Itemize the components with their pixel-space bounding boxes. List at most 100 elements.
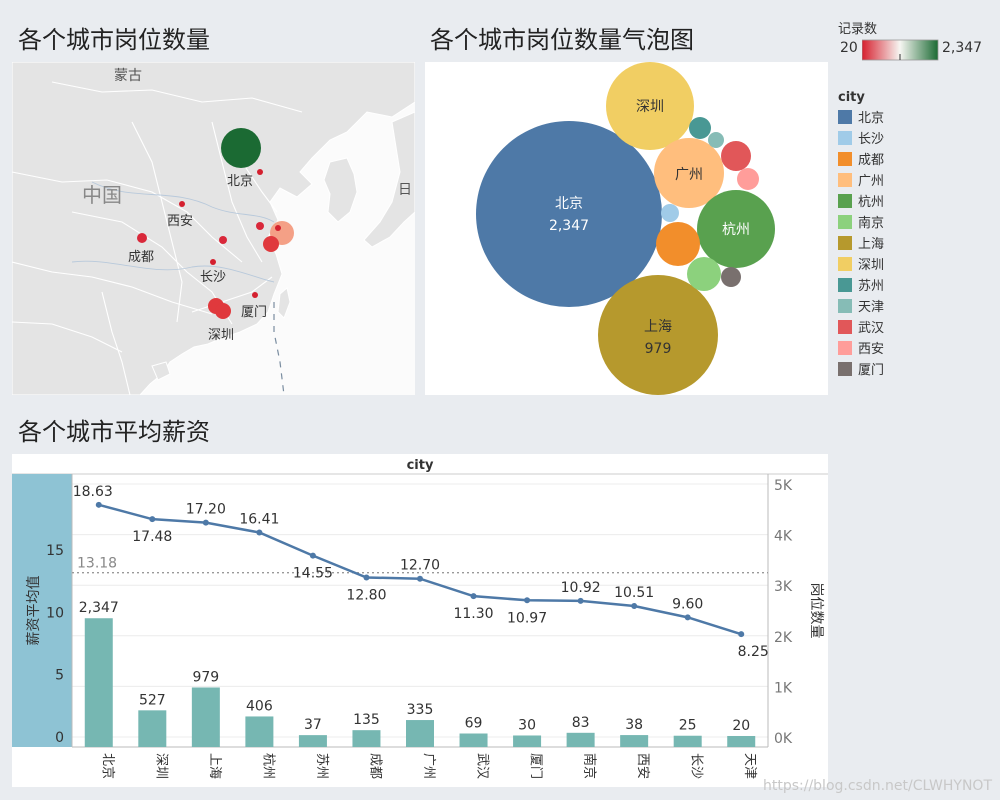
bar-label: 69 <box>465 716 483 732</box>
map-label-shenzhen: 深圳 <box>208 328 234 343</box>
legend-item-7[interactable]: 深圳 <box>838 257 884 275</box>
salary-point[interactable] <box>417 575 423 582</box>
bubble-changsha[interactable] <box>661 204 679 222</box>
label-mongolia: 蒙古 <box>114 68 142 84</box>
salary-point[interactable] <box>363 574 370 581</box>
bubble-nanjing[interactable] <box>687 257 721 291</box>
legend-item-9[interactable]: 天津 <box>838 299 884 317</box>
salary-panel[interactable]: city 薪资平均值 岗位数量 0K 1K 2K 3K 4K 5K 0 5 10 15 13.18 2,34… <box>12 454 828 787</box>
map-dot-xian[interactable] <box>179 201 185 207</box>
salary-title: 各个城市平均薪资 <box>18 418 210 446</box>
salary-point-label: 11.30 <box>453 606 493 622</box>
salary-chart[interactable]: city 薪资平均值 岗位数量 0K 1K 2K 3K 4K 5K 0 5 10 15 13.18 2,34… <box>12 454 828 787</box>
salary-point[interactable] <box>738 631 745 638</box>
legend-label: 杭州 <box>858 195 885 210</box>
salary-point[interactable] <box>577 597 584 604</box>
map-label-chengdu: 成都 <box>128 250 154 265</box>
city-map[interactable]: 蒙古 中国 日 北京 西安 成都 长沙 厦门 深圳 <box>11 61 416 396</box>
salary-point-label: 17.48 <box>132 529 172 545</box>
bar-杭州[interactable] <box>245 716 274 747</box>
legend-item-3[interactable]: 广州 <box>838 173 884 191</box>
legend-item-4[interactable]: 杭州 <box>838 194 884 212</box>
bar-label: 38 <box>625 717 643 733</box>
bubble-xiamen[interactable] <box>721 267 741 287</box>
bubble-wuhan[interactable] <box>721 141 751 171</box>
rivers <box>71 181 275 283</box>
legend-item-6[interactable]: 上海 <box>838 236 884 254</box>
map-dot-nanjing[interactable] <box>256 222 264 230</box>
legend-item-11[interactable]: 西安 <box>838 341 884 359</box>
category-label: 上海 <box>207 753 222 779</box>
bubble-guangzhou[interactable] <box>654 138 724 208</box>
salary-point[interactable] <box>684 614 691 621</box>
salary-point[interactable] <box>202 519 209 526</box>
bar-西安[interactable] <box>620 735 649 747</box>
bar-上海[interactable] <box>191 687 220 747</box>
salary-point-label: 14.55 <box>293 566 333 582</box>
legend-swatch <box>838 152 852 166</box>
land-korea <box>323 157 358 223</box>
salary-point[interactable] <box>256 529 263 536</box>
bar-长沙[interactable] <box>673 735 702 747</box>
map-dot-xiamen[interactable] <box>252 292 258 298</box>
bar-苏州[interactable] <box>298 735 327 747</box>
count-legend-max: 2,347 <box>942 40 983 56</box>
legend-item-10[interactable]: 武汉 <box>838 320 884 338</box>
legend-item-0[interactable]: 北京 <box>838 110 884 128</box>
bubble-hangzhou[interactable] <box>697 190 775 268</box>
map-title: 各个城市岗位数量 <box>18 26 210 54</box>
legend-item-5[interactable]: 南京 <box>838 215 884 233</box>
legend-label: 成都 <box>858 153 885 168</box>
legend-label: 广州 <box>858 174 885 189</box>
bubble-tianjin[interactable] <box>708 132 724 148</box>
legend-swatch <box>838 299 852 313</box>
map-panel[interactable]: 蒙古 中国 日 北京 西安 成都 长沙 厦门 深圳 <box>11 61 416 396</box>
salary-point[interactable] <box>470 593 477 600</box>
bar-广州[interactable] <box>406 720 434 747</box>
legend-item-2[interactable]: 成都 <box>838 152 884 170</box>
bubble-label-hangzhou: 杭州 <box>722 222 750 238</box>
bar-厦门[interactable] <box>513 735 542 747</box>
legend-swatch <box>838 173 852 187</box>
map-dot-tianjin[interactable] <box>257 169 263 175</box>
salary-point[interactable] <box>149 516 156 523</box>
label-japan: 日 <box>398 182 412 198</box>
bar-北京[interactable] <box>84 618 113 747</box>
salary-point[interactable] <box>631 603 638 610</box>
map-dot-changsha[interactable] <box>210 259 216 265</box>
legend-item-1[interactable]: 长沙 <box>838 131 884 149</box>
map-dot-chengdu[interactable] <box>137 233 147 243</box>
bubble-shanghai[interactable] <box>598 275 718 395</box>
legend-item-12[interactable]: 厦门 <box>838 362 884 380</box>
category-label: 西安 <box>635 753 650 779</box>
bubble-xian[interactable] <box>737 168 759 190</box>
bubble-panel[interactable]: 北京 2,347 上海 979 深圳 广州 杭州 <box>425 62 828 395</box>
map-dot-suzhou[interactable] <box>275 225 281 231</box>
bar-成都[interactable] <box>352 730 381 747</box>
map-dot-shenzhen[interactable] <box>215 303 231 319</box>
bubble-chart[interactable]: 北京 2,347 上海 979 深圳 广州 杭州 <box>425 62 828 395</box>
bubble-shenzhen[interactable] <box>606 62 694 150</box>
bar-武汉[interactable] <box>459 733 488 747</box>
bar-天津[interactable] <box>727 735 756 747</box>
bubble-beijing[interactable] <box>476 121 662 307</box>
bar-南京[interactable] <box>566 732 595 747</box>
salary-point[interactable] <box>95 501 102 508</box>
bubble-label-beijing-value: 2,347 <box>549 218 589 234</box>
bubble-chengdu[interactable] <box>656 222 700 266</box>
category-label: 武汉 <box>475 753 490 779</box>
category-label: 厦门 <box>528 753 543 779</box>
salary-point[interactable] <box>309 552 316 559</box>
map-dot-wuhan[interactable] <box>219 236 227 244</box>
legend-item-8[interactable]: 苏州 <box>838 278 884 296</box>
salary-point[interactable] <box>524 597 531 604</box>
bar-深圳[interactable] <box>138 710 167 747</box>
category-label: 南京 <box>582 753 598 779</box>
bubble-label-shanghai-name: 上海 <box>644 319 672 335</box>
right-tick-label: 3K <box>774 579 793 595</box>
map-dot-hangzhou[interactable] <box>263 236 279 252</box>
bar-label: 527 <box>139 692 166 708</box>
map-dot-beijing[interactable] <box>221 128 261 168</box>
bubble-suzhou[interactable] <box>689 117 711 139</box>
legend-label: 苏州 <box>858 279 885 294</box>
